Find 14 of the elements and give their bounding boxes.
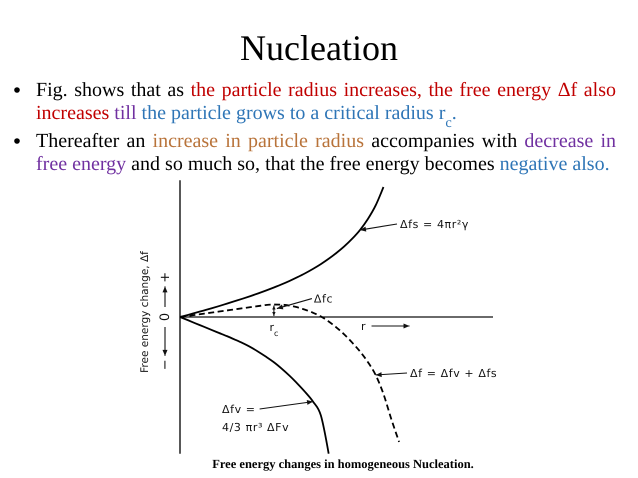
text: Free energy changes in homogeneous Nucleation. [212, 457, 474, 471]
text: Δfs = 4πr²γ [400, 218, 470, 231]
text: Thereafter an increase in particle radius accompanies with decrease in free energy and so much so, that the free energy becomes negative also. [36, 130, 616, 175]
text: + [158, 272, 172, 283]
series-label: Δfv = 4/3 πr³ ΔFv [222, 403, 290, 434]
text: − [158, 359, 172, 370]
x-axis-title: r [361, 320, 366, 333]
annotation: r$_{c}$ [269, 321, 278, 338]
text: 0 [158, 312, 172, 322]
y-axis-title: Free energy change, Δf [139, 250, 151, 373]
annotation: Δfc [314, 292, 334, 306]
text: Δf = Δfv + Δfs [410, 367, 498, 380]
text: Fig. shows that as the particle radius increases, the free energy Δf also increases till the particle grows to a critical radius r$_{c}$. [36, 79, 616, 131]
chart-title: Nucleation [240, 28, 398, 68]
